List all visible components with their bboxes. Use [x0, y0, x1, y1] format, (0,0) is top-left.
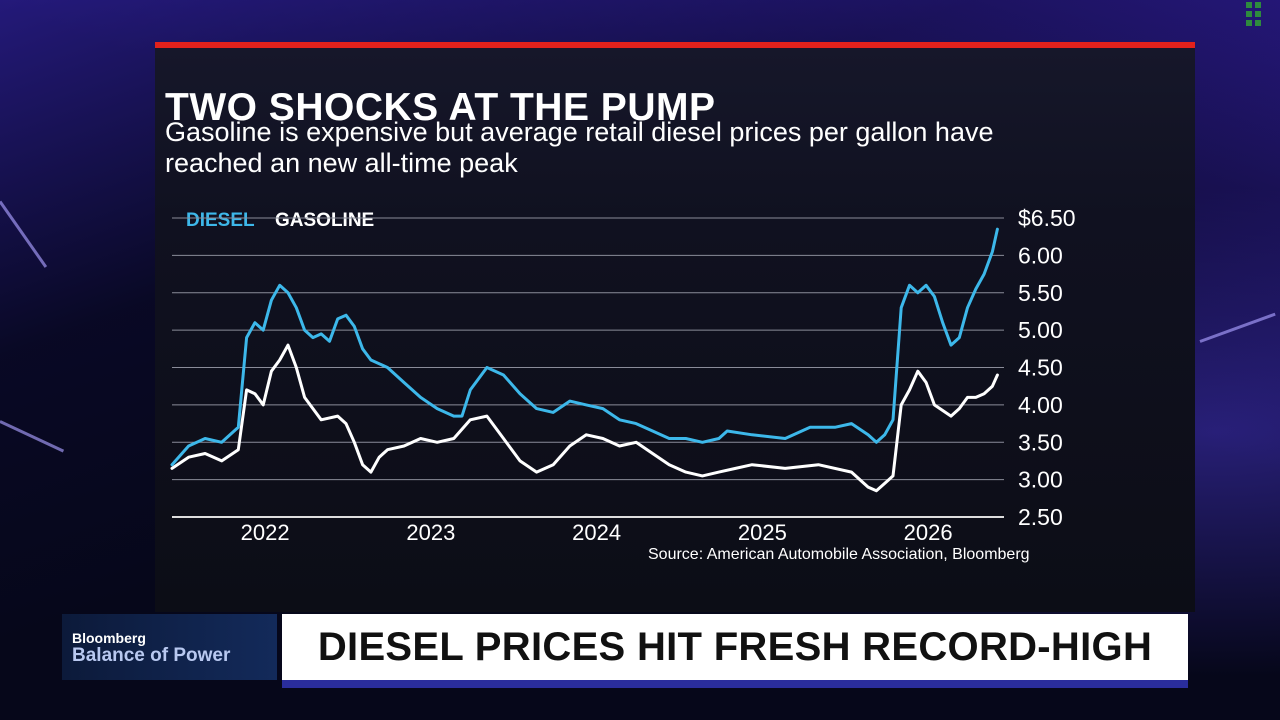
x-tick-label: 2026 [904, 520, 953, 545]
y-tick-label: $6.50 [1018, 205, 1076, 231]
series-line-diesel [170, 227, 999, 467]
y-tick-label: 3.00 [1018, 467, 1063, 493]
y-tick-label: 5.00 [1018, 317, 1063, 343]
series-line-gasoline [170, 343, 999, 493]
channel-grid-icon [1246, 2, 1261, 26]
graphic-subtitle: Gasoline is expensive but average retail… [165, 117, 994, 178]
y-tick-label: 6.00 [1018, 242, 1063, 268]
graphic-title: TWO SHOCKS AT THE PUMP [165, 86, 716, 129]
legend-diesel: DIESEL [186, 210, 255, 231]
x-tick-label: 2023 [406, 520, 455, 545]
x-tick-label: 2024 [572, 520, 621, 545]
source-note: Source: American Automobile Association,… [648, 546, 1030, 563]
show-name: Balance of Power [72, 645, 231, 666]
y-tick-label: 3.50 [1018, 429, 1063, 455]
brand-name: Bloomberg [72, 630, 146, 646]
headline-text: DIESEL PRICES HIT FRESH RECORD-HIGH [317, 624, 1153, 669]
x-tick-label: 2022 [241, 520, 290, 545]
y-tick-label: 5.50 [1018, 280, 1063, 306]
x-tick-label: 2025 [738, 520, 787, 545]
y-tick-label: 4.00 [1018, 392, 1063, 418]
legend-gasoline: GASOLINE [275, 210, 375, 231]
headline-banner: DIESEL PRICES HIT FRESH RECORD-HIGH [282, 614, 1188, 680]
y-tick-label: 2.50 [1018, 504, 1063, 530]
headline-accent-bar [282, 680, 1188, 688]
show-logo: Bloomberg Balance of Power [62, 614, 277, 680]
y-tick-label: 4.50 [1018, 355, 1063, 381]
